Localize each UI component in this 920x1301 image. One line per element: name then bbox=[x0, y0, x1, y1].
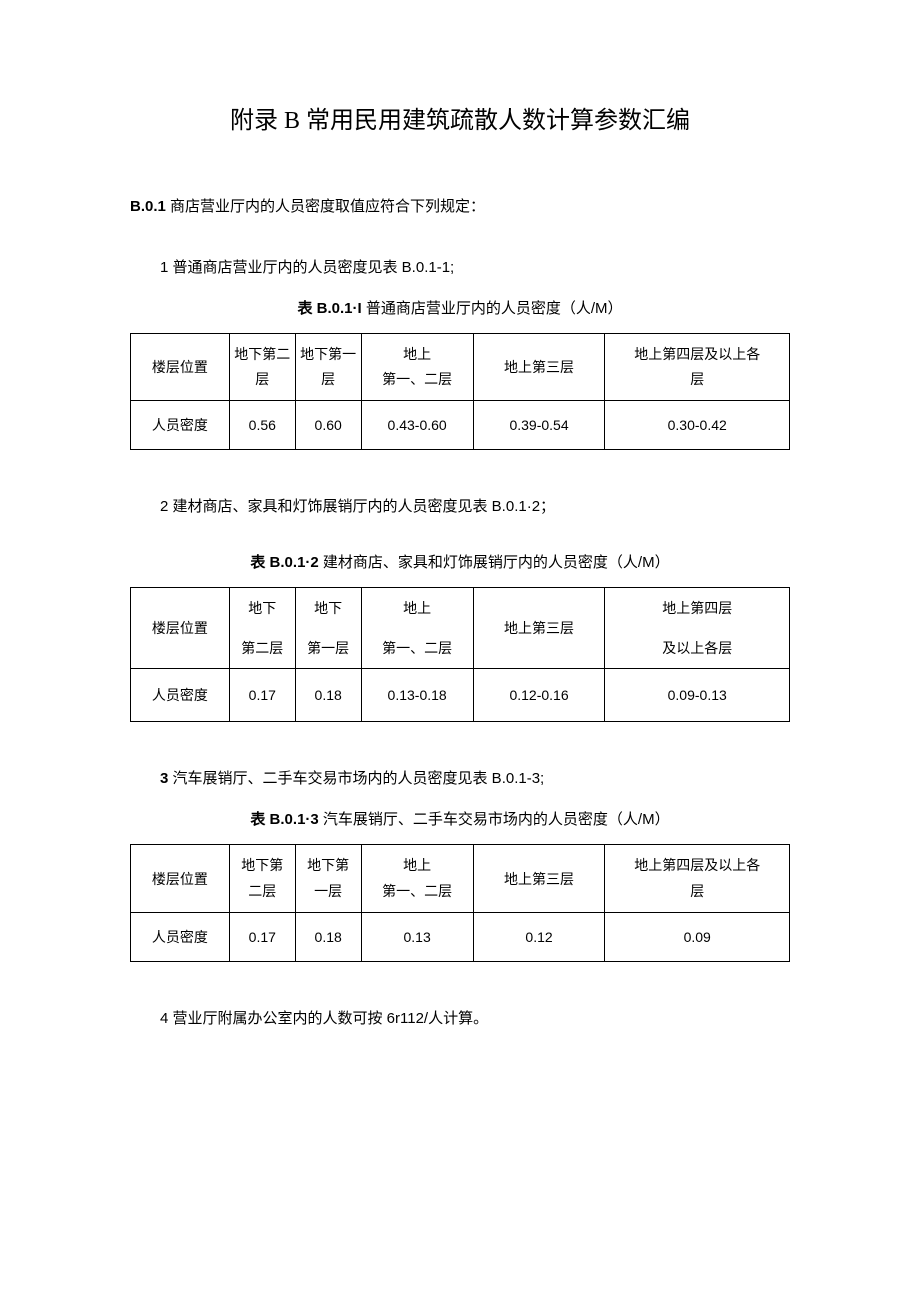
header-f12-l2: 第一、二层 bbox=[382, 883, 452, 899]
cell-f3: 0.12-0.16 bbox=[473, 669, 605, 722]
header-f3: 地上第三层 bbox=[473, 334, 605, 401]
item-3-prefix: 3 bbox=[160, 770, 173, 787]
cell-f12: 0.13 bbox=[361, 912, 473, 961]
header-b1-l1: 地下第一 bbox=[300, 346, 356, 362]
row-label: 人员密度 bbox=[131, 669, 230, 722]
header-f12-top: 地上 bbox=[361, 588, 473, 629]
header-b2-top: 地下 bbox=[229, 588, 295, 629]
header-f3: 地上第三层 bbox=[473, 845, 605, 912]
header-f12-l2: 第一、二层 bbox=[382, 371, 452, 387]
cell-f4: 0.09-0.13 bbox=[605, 669, 790, 722]
table-b012: 楼层位置 地下 地下 地上 地上第三层 地上第四层 第二层 第一层 第一、二层 … bbox=[130, 587, 790, 722]
document-title: 附录 B 常用民用建筑疏散人数计算参数汇编 bbox=[130, 100, 790, 135]
section-code: B.0.1 bbox=[130, 198, 166, 215]
header-b1-l2: 层 bbox=[321, 371, 335, 387]
section-b01-heading: B.0.1 商店营业厅内的人员密度取值应符合下列规定： bbox=[130, 195, 790, 216]
table-row: 楼层位置 地下 地下 地上 地上第三层 地上第四层 bbox=[131, 588, 790, 629]
table-row: 第二层 第一层 第一、二层 及以上各层 bbox=[131, 628, 790, 669]
header-b1-top: 地下 bbox=[295, 588, 361, 629]
table-row: 人员密度 0.56 0.60 0.43-0.60 0.39-0.54 0.30-… bbox=[131, 401, 790, 450]
table-b011: 楼层位置 地下第二层 地下第一层 地上第一、二层 地上第三层 地上第四层及以上各… bbox=[130, 333, 790, 450]
header-b1-l2: 一层 bbox=[314, 883, 342, 899]
cell-b1: 0.60 bbox=[295, 401, 361, 450]
table-2-caption-prefix: 表 B.0.1·2 bbox=[250, 554, 323, 571]
table-3-caption-prefix: 表 B.0.1·3 bbox=[250, 811, 323, 828]
header-b1-l1: 地下第 bbox=[307, 857, 349, 873]
header-b2-l1: 地下第二 bbox=[234, 346, 290, 362]
table-1-caption-text: 普通商店营业厅内的人员密度（人/M） bbox=[366, 300, 623, 317]
header-f12-bot: 第一、二层 bbox=[361, 628, 473, 669]
header-f4-bot: 及以上各层 bbox=[605, 628, 790, 669]
cell-b2: 0.56 bbox=[229, 401, 295, 450]
table-row: 人员密度 0.17 0.18 0.13-0.18 0.12-0.16 0.09-… bbox=[131, 669, 790, 722]
cell-f12: 0.13-0.18 bbox=[361, 669, 473, 722]
header-f12: 地上第一、二层 bbox=[361, 845, 473, 912]
cell-f3: 0.12 bbox=[473, 912, 605, 961]
header-floor-loc: 楼层位置 bbox=[131, 845, 230, 912]
item-3-text: 3 汽车展销厅、二手车交易市场内的人员密度见表 B.0.1-3; bbox=[130, 767, 790, 788]
header-b2: 地下第二层 bbox=[229, 334, 295, 401]
table-row: 人员密度 0.17 0.18 0.13 0.12 0.09 bbox=[131, 912, 790, 961]
cell-f12: 0.43-0.60 bbox=[361, 401, 473, 450]
cell-b1: 0.18 bbox=[295, 669, 361, 722]
header-f12-l1: 地上 bbox=[403, 857, 431, 873]
table-row: 楼层位置 地下第二层 地下第一层 地上第一、二层 地上第三层 地上第四层及以上各… bbox=[131, 845, 790, 912]
header-b1: 地下第一层 bbox=[295, 334, 361, 401]
header-f4-l2: 层 bbox=[690, 371, 704, 387]
table-3-caption: 表 B.0.1·3 汽车展销厅、二手车交易市场内的人员密度（人/M） bbox=[130, 808, 790, 829]
table-2-caption-text: 建材商店、家具和灯饰展销厅内的人员密度（人/M） bbox=[323, 554, 670, 571]
cell-b2: 0.17 bbox=[229, 912, 295, 961]
header-f4: 地上第四层及以上各层 bbox=[605, 845, 790, 912]
item-2-text: 2 建材商店、家具和灯饰展销厅内的人员密度见表 B.0.1·2； bbox=[130, 495, 790, 516]
header-b1-bot: 第一层 bbox=[295, 628, 361, 669]
item-3-body: 汽车展销厅、二手车交易市场内的人员密度见表 B.0.1-3; bbox=[173, 770, 545, 787]
section-heading-text: 商店营业厅内的人员密度取值应符合下列规定： bbox=[166, 198, 485, 215]
header-b2-l1: 地下第 bbox=[241, 857, 283, 873]
header-b1: 地下第一层 bbox=[295, 845, 361, 912]
table-b013: 楼层位置 地下第二层 地下第一层 地上第一、二层 地上第三层 地上第四层及以上各… bbox=[130, 844, 790, 961]
header-b2: 地下第二层 bbox=[229, 845, 295, 912]
item-4-text: 4 营业厅附属办公室内的人数可按 6r112/人计算。 bbox=[130, 1007, 790, 1028]
cell-b1: 0.18 bbox=[295, 912, 361, 961]
header-b2-l2: 二层 bbox=[248, 883, 276, 899]
cell-b2: 0.17 bbox=[229, 669, 295, 722]
header-f12-l1: 地上 bbox=[403, 346, 431, 362]
table-row: 楼层位置 地下第二层 地下第一层 地上第一、二层 地上第三层 地上第四层及以上各… bbox=[131, 334, 790, 401]
row-label: 人员密度 bbox=[131, 912, 230, 961]
table-3-caption-text: 汽车展销厅、二手车交易市场内的人员密度（人/M） bbox=[323, 811, 670, 828]
header-b2-bot: 第二层 bbox=[229, 628, 295, 669]
header-f3: 地上第三层 bbox=[473, 588, 605, 669]
header-floor-loc: 楼层位置 bbox=[131, 588, 230, 669]
header-f4-top: 地上第四层 bbox=[605, 588, 790, 629]
header-f4-l2: 层 bbox=[690, 883, 704, 899]
header-f4-l1: 地上第四层及以上各 bbox=[634, 346, 760, 362]
table-1-caption: 表 B.0.1·I 普通商店营业厅内的人员密度（人/M） bbox=[130, 297, 790, 318]
row-label: 人员密度 bbox=[131, 401, 230, 450]
header-f12: 地上第一、二层 bbox=[361, 334, 473, 401]
header-b2-l2: 层 bbox=[255, 371, 269, 387]
cell-f3: 0.39-0.54 bbox=[473, 401, 605, 450]
header-f4-l1: 地上第四层及以上各 bbox=[634, 857, 760, 873]
header-floor-loc: 楼层位置 bbox=[131, 334, 230, 401]
table-1-caption-prefix: 表 B.0.1·I bbox=[297, 300, 365, 317]
table-2-caption: 表 B.0.1·2 建材商店、家具和灯饰展销厅内的人员密度（人/M） bbox=[130, 551, 790, 572]
item-1-text: 1 普通商店营业厅内的人员密度见表 B.0.1-1; bbox=[130, 256, 790, 277]
cell-f4: 0.30-0.42 bbox=[605, 401, 790, 450]
cell-f4: 0.09 bbox=[605, 912, 790, 961]
header-f4: 地上第四层及以上各层 bbox=[605, 334, 790, 401]
